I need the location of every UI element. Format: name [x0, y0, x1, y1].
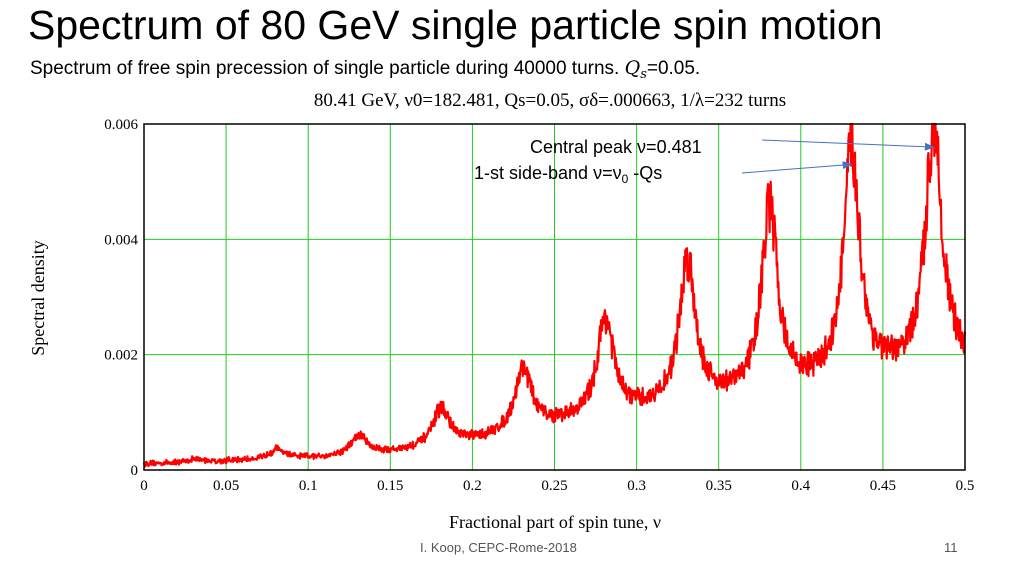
subtitle-qs-symbol: Q — [624, 57, 641, 79]
slide-subtitle: Spectrum of free spin precession of sing… — [30, 56, 700, 87]
x-tick-label: 0.2 — [463, 478, 482, 494]
x-tick-labels: 0 0.05 0.1 0.15 0.2 0.25 0.3 0.35 0.4 0.45 0.5 — [140, 478, 974, 494]
subtitle-text: Spectrum of free spin precession of sing… — [30, 58, 620, 79]
spectral-density-series — [142, 122, 967, 468]
side-band-subscript: 0 — [622, 172, 629, 186]
slide-title: Spectrum of 80 GeV single particle spin … — [28, 2, 883, 48]
y-tick-label: 0.004 — [104, 232, 138, 248]
x-tick-label: 0 — [140, 478, 148, 494]
x-tick-label: 0.25 — [541, 478, 567, 494]
x-tick-label: 0.5 — [956, 478, 975, 494]
x-axis-label: Fractional part of spin tune, ν — [449, 512, 661, 532]
x-tick-label: 0.05 — [213, 478, 239, 494]
x-tick-label: 0.35 — [706, 478, 732, 494]
side-band-prefix: 1-st side-band ν=ν — [474, 163, 622, 183]
plot-frame — [143, 123, 966, 471]
side-band-annotation: 1-st side-band ν=ν0 -Qs — [474, 163, 662, 186]
x-tick-label: 0.15 — [377, 478, 403, 494]
page-number: 11 — [944, 540, 958, 555]
footer-text: I. Koop, CEPC-Rome-2018 — [420, 540, 577, 555]
x-tick-label: 0.45 — [870, 478, 896, 494]
central-peak-arrow — [761, 139, 935, 151]
chart-title: 80.41 GeV, ν0=182.481, Qs=0.05, σδ=.0006… — [314, 90, 786, 111]
grid-lines — [144, 124, 965, 470]
y-tick-label: 0.002 — [104, 348, 138, 364]
y-tick-label: 0.006 — [104, 117, 138, 133]
side-band-arrow — [741, 161, 853, 174]
subtitle-qs-value: =0.05. — [646, 58, 701, 79]
x-tick-label: 0.4 — [791, 478, 810, 494]
central-peak-annotation: Central peak ν=0.481 — [530, 137, 702, 157]
subtitle-qs-subscript: s — [640, 67, 647, 82]
y-tick-label: 0 — [131, 463, 139, 479]
x-tick-label: 0.3 — [627, 478, 646, 494]
side-band-suffix: -Qs — [628, 163, 662, 183]
series-layer — [142, 122, 967, 468]
x-tick-label: 0.1 — [299, 478, 318, 494]
y-tick-labels: 0 0.002 0.004 0.006 — [104, 117, 138, 479]
y-axis-label: Spectral density — [28, 240, 48, 355]
